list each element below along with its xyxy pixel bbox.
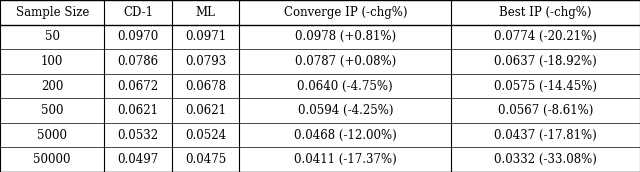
Text: 0.0774 (-20.21%): 0.0774 (-20.21%) — [494, 30, 597, 43]
Text: 0.0594 (-4.25%): 0.0594 (-4.25%) — [298, 104, 393, 117]
Text: 0.0332 (-33.08%): 0.0332 (-33.08%) — [494, 153, 597, 166]
Text: 0.0475: 0.0475 — [185, 153, 226, 166]
Text: 50000: 50000 — [33, 153, 71, 166]
Text: 0.0978 (+0.81%): 0.0978 (+0.81%) — [294, 30, 396, 43]
Text: 0.0497: 0.0497 — [118, 153, 159, 166]
Text: 0.0567 (-8.61%): 0.0567 (-8.61%) — [498, 104, 593, 117]
Text: 200: 200 — [41, 79, 63, 93]
Text: 100: 100 — [41, 55, 63, 68]
Text: 0.0970: 0.0970 — [118, 30, 159, 43]
Text: Converge IP (-chg%): Converge IP (-chg%) — [284, 6, 407, 19]
Text: 0.0678: 0.0678 — [185, 79, 226, 93]
Text: 0.0468 (-12.00%): 0.0468 (-12.00%) — [294, 129, 397, 142]
Text: Best IP (-chg%): Best IP (-chg%) — [499, 6, 592, 19]
Text: ML: ML — [196, 6, 216, 19]
Text: 50: 50 — [45, 30, 60, 43]
Text: 0.0575 (-14.45%): 0.0575 (-14.45%) — [494, 79, 597, 93]
Text: 0.0524: 0.0524 — [185, 129, 226, 142]
Text: 0.0793: 0.0793 — [185, 55, 226, 68]
Text: 0.0971: 0.0971 — [185, 30, 226, 43]
Text: 500: 500 — [41, 104, 63, 117]
Text: Sample Size: Sample Size — [15, 6, 89, 19]
Text: 0.0787 (+0.08%): 0.0787 (+0.08%) — [294, 55, 396, 68]
Text: 0.0621: 0.0621 — [185, 104, 226, 117]
Text: 5000: 5000 — [37, 129, 67, 142]
Text: 0.0411 (-17.37%): 0.0411 (-17.37%) — [294, 153, 397, 166]
Text: 0.0437 (-17.81%): 0.0437 (-17.81%) — [494, 129, 597, 142]
Text: 0.0672: 0.0672 — [118, 79, 159, 93]
Text: 0.0637 (-18.92%): 0.0637 (-18.92%) — [494, 55, 597, 68]
Text: 0.0786: 0.0786 — [118, 55, 159, 68]
Text: 0.0532: 0.0532 — [118, 129, 159, 142]
Text: 0.0640 (-4.75%): 0.0640 (-4.75%) — [298, 79, 393, 93]
Text: CD-1: CD-1 — [123, 6, 153, 19]
Text: 0.0621: 0.0621 — [118, 104, 159, 117]
